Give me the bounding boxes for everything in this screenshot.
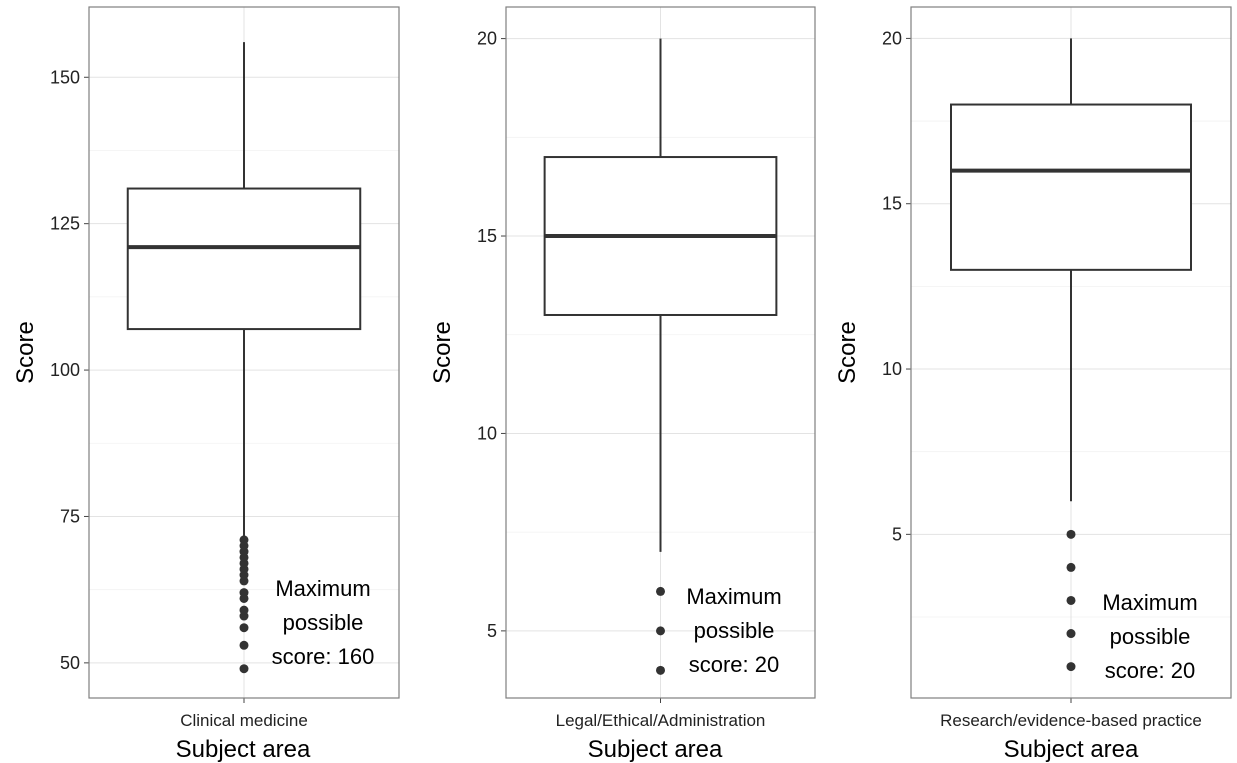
y-tick-label: 5 <box>892 524 902 544</box>
x-axis-title: Subject area <box>1004 736 1139 763</box>
outlier-point <box>239 623 249 633</box>
annotation-line: Maximum <box>1102 590 1197 615</box>
y-tick-label: 50 <box>60 653 80 673</box>
y-tick-label: 75 <box>60 506 80 526</box>
annotation-line: possible <box>283 610 364 635</box>
outlier-point <box>239 605 249 615</box>
outlier-point <box>1066 629 1076 639</box>
panel-border <box>505 6 816 699</box>
panel-2: 5 10 15 20 Legal/Ethical/Administration Subje… <box>429 6 816 763</box>
outlier-point <box>656 665 665 675</box>
outlier-point <box>239 588 249 598</box>
outlier-point <box>239 664 249 674</box>
y-tick-label: 15 <box>477 226 497 246</box>
y-tick-label: 10 <box>882 359 902 379</box>
outlier-point <box>1066 662 1076 672</box>
panel-border <box>88 6 400 699</box>
outlier-point <box>239 640 249 650</box>
outlier-point <box>656 586 665 596</box>
outlier-point <box>239 535 249 545</box>
x-axis-title: Subject area <box>176 736 311 763</box>
panel-border <box>910 6 1232 699</box>
x-tick-label: Clinical medicine <box>180 711 308 730</box>
y-tick-label: 150 <box>50 67 80 87</box>
panel-3: 5 10 15 20 Research/evidence-based practice S… <box>834 6 1232 763</box>
x-axis-title: Subject area <box>588 736 723 763</box>
annotation-line: score: 20 <box>689 652 780 677</box>
annotation-line: score: 160 <box>272 644 375 669</box>
y-tick-label: 15 <box>882 194 902 214</box>
annotation-line: Maximum <box>275 576 370 601</box>
outlier-point <box>1066 562 1076 572</box>
annotation-line: Maximum <box>686 584 781 609</box>
panel-1: 50 75 100 125 150 Clinical medicine Subject ar… <box>12 6 400 763</box>
y-tick-label: 125 <box>50 214 80 234</box>
iqr-box <box>126 187 362 331</box>
y-axis-title: Score <box>834 321 861 384</box>
annotation-line: possible <box>694 618 775 643</box>
outlier-point <box>656 626 665 636</box>
y-tick-label: 5 <box>487 621 497 641</box>
y-axis-title: Score <box>429 321 456 384</box>
annotation-line: score: 20 <box>1105 658 1196 683</box>
outlier-point <box>1066 595 1076 605</box>
x-tick-label: Research/evidence-based practice <box>940 711 1202 730</box>
annotation-line: possible <box>1110 624 1191 649</box>
outlier-point <box>1066 529 1076 539</box>
y-tick-label: 100 <box>50 360 80 380</box>
y-axis-title: Score <box>12 321 39 384</box>
iqr-box <box>950 103 1192 271</box>
x-tick-label: Legal/Ethical/Administration <box>556 711 766 730</box>
y-tick-label: 20 <box>477 29 497 49</box>
y-tick-label: 10 <box>477 423 497 443</box>
y-tick-label: 20 <box>882 28 902 48</box>
